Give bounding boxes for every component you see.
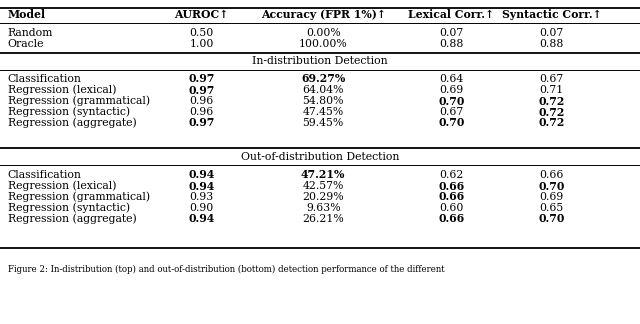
Text: Accuracy (FPR 1%)↑: Accuracy (FPR 1%)↑ — [260, 9, 386, 20]
Text: 0.70: 0.70 — [438, 96, 465, 107]
Text: 9.63%: 9.63% — [306, 203, 340, 213]
Text: 0.72: 0.72 — [538, 118, 565, 129]
Text: Model: Model — [8, 9, 46, 20]
Text: Regression (aggregate): Regression (aggregate) — [8, 214, 136, 224]
Text: 0.90: 0.90 — [189, 203, 214, 213]
Text: 0.50: 0.50 — [189, 28, 214, 38]
Text: 0.00%: 0.00% — [306, 28, 340, 38]
Text: Regression (syntactic): Regression (syntactic) — [8, 203, 130, 213]
Text: Regression (lexical): Regression (lexical) — [8, 181, 116, 191]
Text: 47.45%: 47.45% — [303, 107, 344, 117]
Text: 26.21%: 26.21% — [302, 214, 344, 224]
Text: Classification: Classification — [8, 170, 81, 180]
Text: Classification: Classification — [8, 74, 81, 84]
Text: 42.57%: 42.57% — [303, 181, 344, 191]
Text: 0.94: 0.94 — [188, 180, 215, 191]
Text: Random: Random — [8, 28, 53, 38]
Text: 0.93: 0.93 — [189, 192, 214, 202]
Text: 0.64: 0.64 — [439, 74, 463, 84]
Text: 0.97: 0.97 — [188, 74, 215, 85]
Text: Figure 2: In-distribution (top) and out-of-distribution (bottom) detection perfo: Figure 2: In-distribution (top) and out-… — [8, 265, 444, 274]
Text: Regression (grammatical): Regression (grammatical) — [8, 96, 150, 106]
Text: Regression (grammatical): Regression (grammatical) — [8, 192, 150, 202]
Text: 59.45%: 59.45% — [303, 118, 344, 128]
Text: 0.69: 0.69 — [540, 192, 564, 202]
Text: 1.00: 1.00 — [189, 39, 214, 49]
Text: 0.62: 0.62 — [439, 170, 463, 180]
Text: 0.70: 0.70 — [538, 214, 565, 225]
Text: 47.21%: 47.21% — [301, 169, 346, 180]
Text: Out-of-distribution Detection: Out-of-distribution Detection — [241, 152, 399, 162]
Text: 0.66: 0.66 — [438, 180, 465, 191]
Text: In-distribution Detection: In-distribution Detection — [252, 56, 388, 66]
Text: 0.70: 0.70 — [538, 180, 565, 191]
Text: 54.80%: 54.80% — [303, 96, 344, 106]
Text: 0.71: 0.71 — [540, 85, 564, 95]
Text: 0.94: 0.94 — [188, 214, 215, 225]
Text: 0.66: 0.66 — [438, 214, 465, 225]
Text: 0.96: 0.96 — [189, 107, 214, 117]
Text: Syntactic Corr.↑: Syntactic Corr.↑ — [502, 9, 602, 20]
Text: AUROC↑: AUROC↑ — [175, 9, 228, 20]
Text: 0.60: 0.60 — [439, 203, 463, 213]
Text: 0.88: 0.88 — [540, 39, 564, 49]
Text: 100.00%: 100.00% — [299, 39, 348, 49]
Text: 0.72: 0.72 — [538, 107, 565, 118]
Text: Oracle: Oracle — [8, 39, 44, 49]
Text: Regression (syntactic): Regression (syntactic) — [8, 107, 130, 117]
Text: 69.27%: 69.27% — [301, 74, 346, 85]
Text: 0.72: 0.72 — [538, 96, 565, 107]
Text: 0.96: 0.96 — [189, 96, 214, 106]
Text: Lexical Corr.↑: Lexical Corr.↑ — [408, 9, 494, 20]
Text: 0.66: 0.66 — [540, 170, 564, 180]
Text: 20.29%: 20.29% — [302, 192, 344, 202]
Text: 0.70: 0.70 — [438, 118, 465, 129]
Text: 64.04%: 64.04% — [303, 85, 344, 95]
Text: 0.67: 0.67 — [439, 107, 463, 117]
Text: Regression (lexical): Regression (lexical) — [8, 85, 116, 95]
Text: 0.94: 0.94 — [188, 169, 215, 180]
Text: Regression (aggregate): Regression (aggregate) — [8, 118, 136, 128]
Text: 0.97: 0.97 — [188, 118, 215, 129]
Text: 0.65: 0.65 — [540, 203, 564, 213]
Text: 0.66: 0.66 — [438, 191, 465, 202]
Text: 0.88: 0.88 — [439, 39, 463, 49]
Text: 0.69: 0.69 — [439, 85, 463, 95]
Text: 0.67: 0.67 — [540, 74, 564, 84]
Text: 0.07: 0.07 — [439, 28, 463, 38]
Text: 0.07: 0.07 — [540, 28, 564, 38]
Text: 0.97: 0.97 — [188, 85, 215, 96]
